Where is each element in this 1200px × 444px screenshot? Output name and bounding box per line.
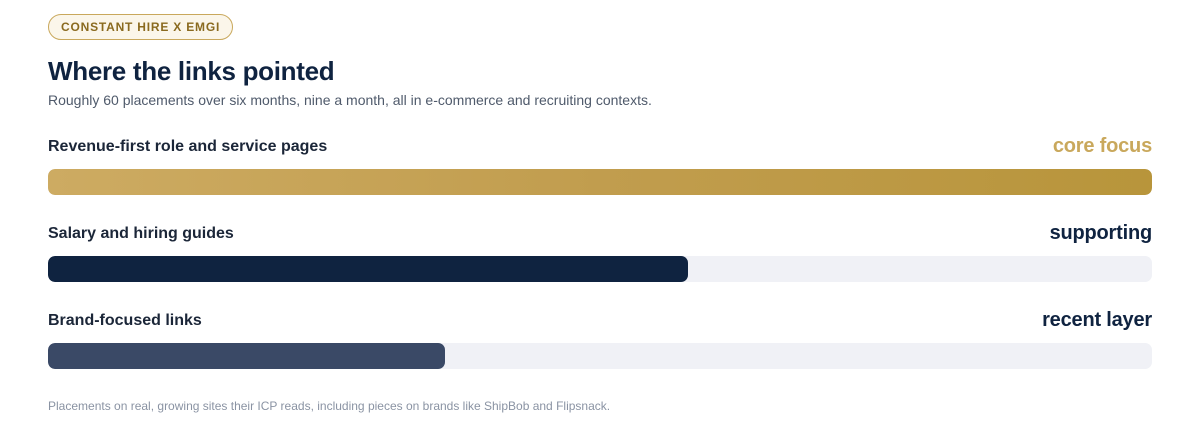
client-badge: CONSTANT HIRE X EMGI: [48, 14, 234, 40]
bar-fill: [48, 169, 1152, 195]
bar-tag: core focus: [1052, 135, 1152, 157]
bar-track: [48, 169, 1152, 195]
bar-label: Brand-focused links: [48, 312, 202, 329]
links-card: CONSTANT HIRE X EMGI Where the links poi…: [48, 14, 1152, 393]
bar-tag: recent layer: [1042, 309, 1152, 331]
chart-title: Where the links pointed: [48, 56, 335, 86]
bar-fill: [48, 256, 689, 282]
bar-row-brand-focused: Brand-focused links recent layer: [48, 306, 1152, 393]
bar-track: [48, 256, 1152, 282]
bar-tag: supporting: [1049, 222, 1153, 244]
bar-track: [48, 343, 1152, 369]
bar-fill: [48, 343, 446, 369]
bar-label: Revenue-first role and service pages: [48, 138, 328, 155]
chart-subtitle: Roughly 60 placements over six months, n…: [48, 92, 652, 108]
bar-label: Salary and hiring guides: [48, 225, 234, 242]
bar-row-revenue-first: Revenue-first role and service pages cor…: [48, 132, 1152, 219]
footnote: Placements on real, growing sites their …: [48, 399, 611, 413]
bar-list: Revenue-first role and service pages cor…: [48, 132, 1152, 393]
bar-row-salary-guides: Salary and hiring guides supporting: [48, 219, 1152, 306]
